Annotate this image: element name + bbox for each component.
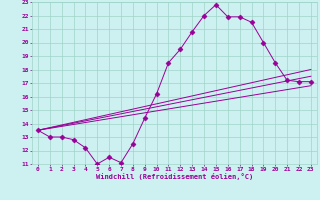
- X-axis label: Windchill (Refroidissement éolien,°C): Windchill (Refroidissement éolien,°C): [96, 173, 253, 180]
